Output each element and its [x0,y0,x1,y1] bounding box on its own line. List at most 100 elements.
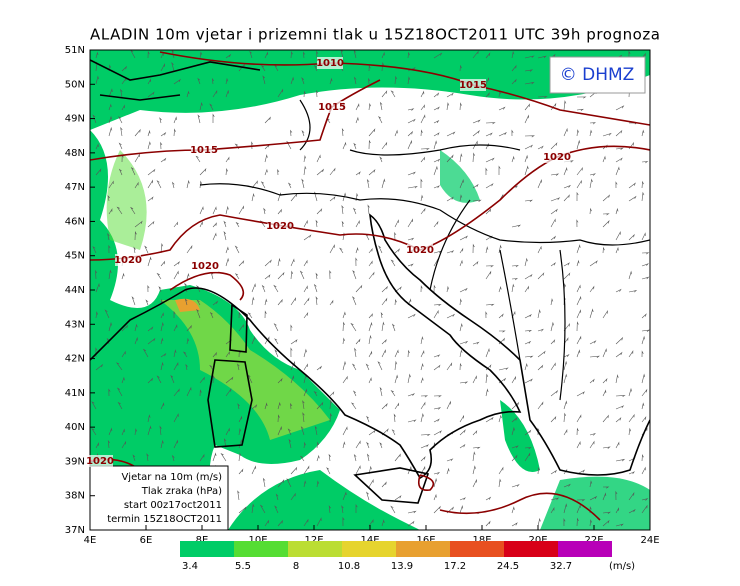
isobar-label: 1020 [114,255,142,266]
wind-arrow [563,353,570,358]
wind-arrow [286,478,292,488]
wind-arrow [472,446,481,450]
wind-arrow [197,114,201,124]
wind-arrow [259,504,266,514]
wind-arrow [290,360,296,371]
wind-arrow [196,285,201,293]
wind-arrow [290,324,293,332]
wind-arrow [628,289,638,293]
wind-fill [90,50,650,530]
wind-arrow [433,395,442,398]
wind-arrow [589,207,592,215]
wind-arrow [290,402,293,410]
wind-arrow [185,363,188,371]
wind-arrow [472,465,476,475]
wind-arrow [524,452,531,462]
wind-arrow [576,244,581,254]
wind-arrow [262,477,266,488]
wind-arrow [264,116,271,124]
wind-arrow [524,314,532,319]
wind-arrow [264,519,269,527]
wind-arrow [316,89,319,98]
wind-arrow [390,505,396,514]
wind-arrow [223,231,227,241]
wind-arrow [420,104,425,111]
wind-arrow [576,414,582,423]
wind-arrow [485,496,492,501]
wind-arrow [121,65,128,72]
coastline [90,213,650,480]
wind-arrow [459,153,463,163]
wind-arrow [290,492,296,501]
isobar-label: 1015 [190,145,218,156]
wind-arrow [381,141,388,150]
wind-arrow [225,376,234,384]
wind-arrow [160,402,165,410]
wind-arrow [368,64,371,72]
wind-arrow [563,100,567,111]
wind-arrow [160,337,164,345]
wind-arrow [407,186,418,189]
wind-arrow [302,51,306,59]
wind-arrow [459,235,469,241]
lat-label: 48N [65,148,85,159]
isobar-label-bg [87,455,113,467]
wind-arrow [130,206,136,215]
wind-arrow [290,297,296,306]
colorbar-segment [396,541,450,557]
wind-arrow [472,260,479,267]
wind-arrow [238,311,241,319]
wind-arrow [563,166,568,176]
wind-arrow [433,106,440,111]
wind-arrow [420,148,430,151]
wind-arrow [420,285,423,293]
wind-arrow [368,128,376,137]
wind-arrow [433,185,440,189]
wind-arrow [290,76,294,85]
wind-arrow [576,219,579,228]
wind-arrow [355,440,361,449]
wind-arrow [628,50,631,59]
isobar-label: 1020 [191,261,219,272]
wind-arrow [576,391,585,397]
wind-arrow [341,205,344,215]
wind-arrow [251,503,255,514]
wind-arrow [120,88,123,98]
wind-arrow [303,518,309,527]
isobar-label-bg [192,260,218,272]
wind-arrow [107,195,111,202]
wind-arrow [550,197,561,202]
wind-arrow [313,64,318,72]
wind-arrow [576,129,579,137]
isobar-label: 1010 [316,58,344,69]
wind-arrow [420,456,426,462]
wind-arrow [225,168,228,176]
colorbar-label: 10.8 [338,561,360,572]
wind-arrow [550,142,558,150]
wind-arrow [459,194,463,202]
wind-arrow [121,440,126,449]
wind-arrow [355,465,361,475]
lat-label: 42N [65,354,85,365]
wind-arrow [576,108,584,112]
wind-arrow [264,259,272,267]
wind-arrow [576,139,581,150]
wind-arrow [602,310,608,319]
wind-arrow [641,263,649,267]
lon-label: 6E [140,535,153,546]
wind-arrow [303,219,308,228]
lon-label: 12E [304,535,323,546]
wind-arrow [368,350,373,358]
wind-arrow [459,298,462,306]
wind-arrow [158,286,162,293]
wind-arrow [381,321,385,332]
coastline [229,303,248,353]
wind-arrow [485,167,488,176]
logo: © DHMZ [560,65,635,85]
wind-arrow [550,362,556,371]
wind-arrow [589,433,596,436]
wind-arrow [160,321,164,332]
isobar-label: 1020 [406,245,434,256]
colorbar-units: (m/s) [609,561,635,572]
wind-arrow [589,178,593,189]
